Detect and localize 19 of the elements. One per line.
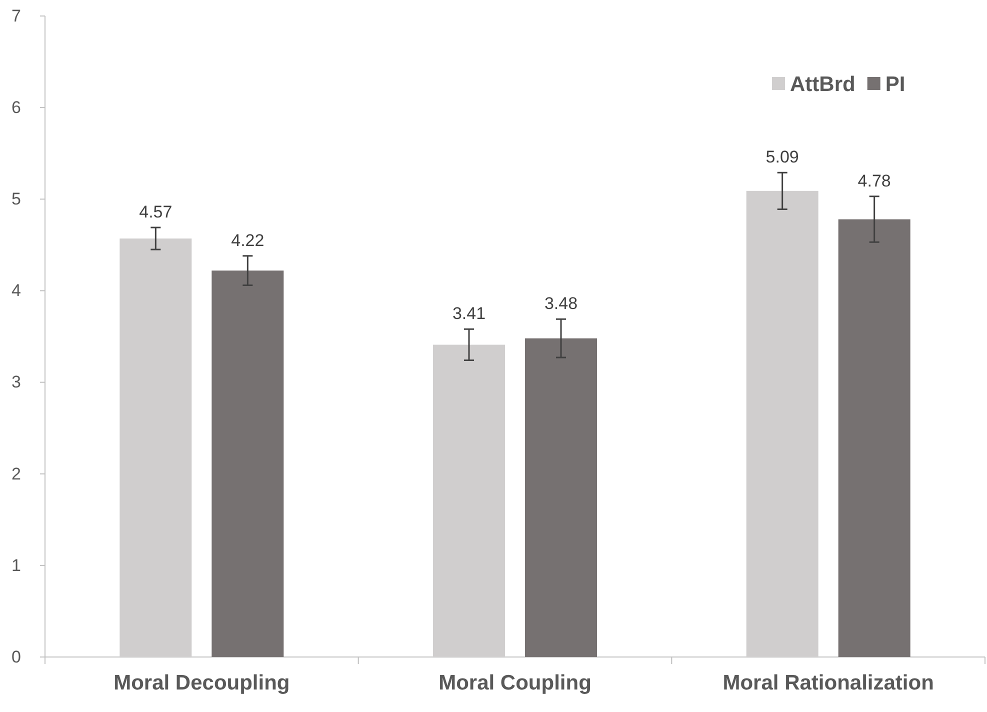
data-label: 3.48 [544,294,578,314]
data-label: 4.57 [139,202,172,222]
y-tick-label: 1 [12,556,21,575]
data-label: 3.41 [452,304,486,324]
x-tick-label: Moral Coupling [438,671,592,694]
y-tick-label: 7 [12,6,21,26]
y-tick-label: 0 [12,647,21,666]
data-label: 5.09 [766,148,799,167]
y-tick-label: 5 [12,190,21,209]
x-tick-label: Moral Decoupling [114,671,290,694]
data-label: 4.78 [858,171,891,190]
y-tick-label: 2 [12,464,21,484]
y-tick-label: 4 [12,281,21,300]
y-tick-label: 6 [12,98,21,118]
legend-label: PI [885,73,906,96]
y-tick-label: 3 [12,372,21,392]
legend-label: AttBrd [790,73,856,96]
x-tick-label: Moral Rationalization [722,671,934,694]
data-label: 4.22 [231,230,264,250]
